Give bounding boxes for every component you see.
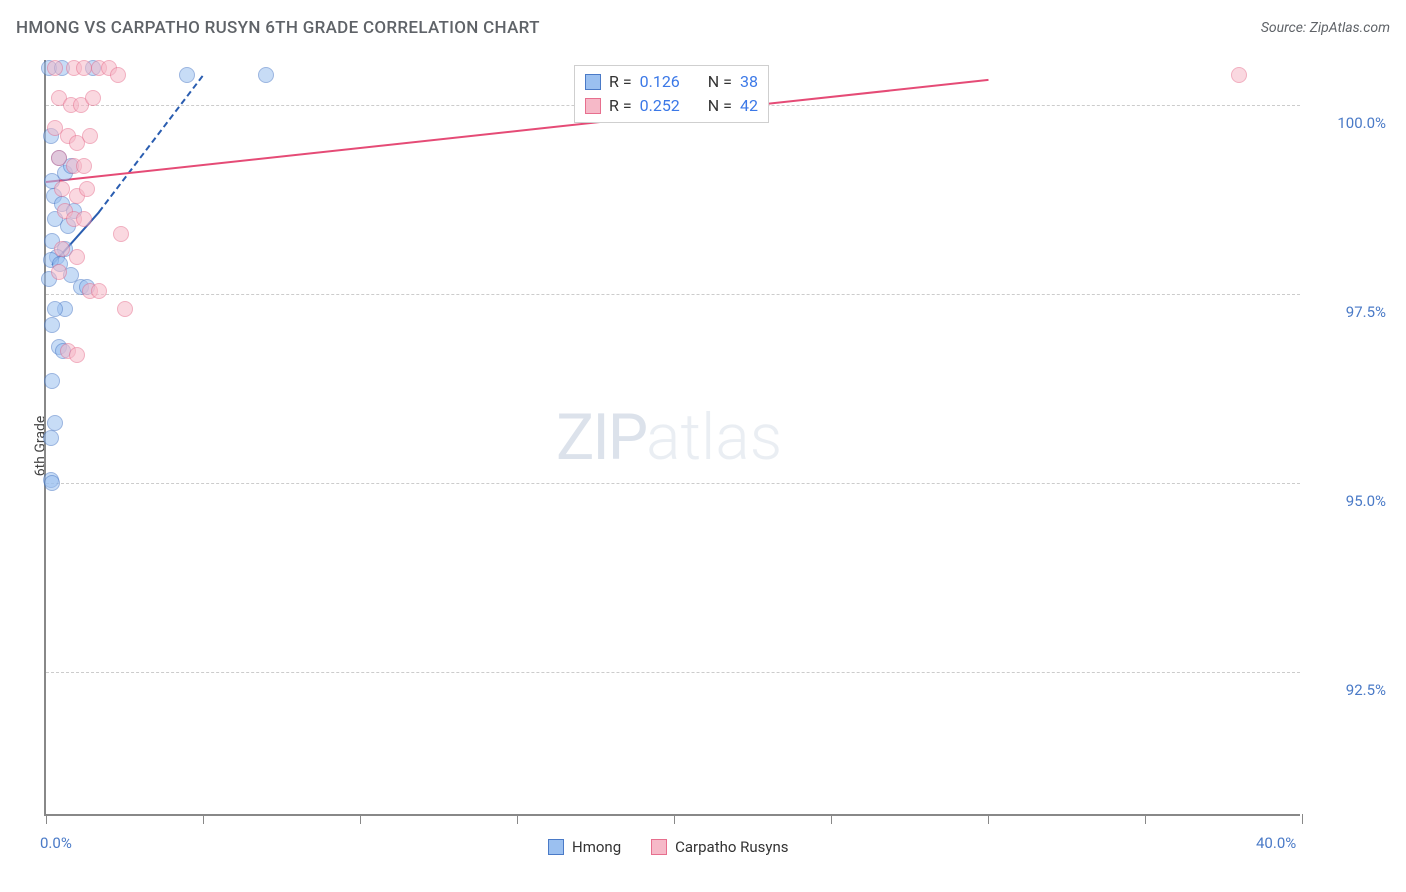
data-point (110, 67, 126, 83)
data-point (91, 283, 107, 299)
x-tick (674, 814, 675, 824)
data-point (113, 226, 129, 242)
stat-r-label: R = (609, 70, 632, 94)
x-tick (360, 814, 361, 824)
gridline-h (46, 483, 1300, 484)
data-point (47, 301, 63, 317)
data-point (51, 264, 67, 280)
stats-box: R = 0.126 N = 38 R = 0.252 N = 42 (574, 65, 769, 123)
chart-title: HMONG VS CARPATHO RUSYN 6TH GRADE CORREL… (16, 18, 540, 38)
plot-area: ZIPatlas 100.0%97.5%95.0%92.5%0.0%40.0%R… (44, 60, 1300, 816)
stat-r-value: 0.126 (640, 70, 680, 94)
x-tick (1302, 814, 1303, 824)
x-tick-label: 0.0% (40, 834, 72, 852)
series-swatch (585, 74, 601, 90)
y-tick-label: 92.5% (1306, 681, 1386, 699)
data-point (85, 90, 101, 106)
gridline-h (46, 294, 1300, 295)
legend-swatch (548, 839, 564, 855)
legend-swatch (651, 839, 667, 855)
stat-n-label: N = (708, 70, 732, 94)
data-point (79, 181, 95, 197)
data-point (44, 475, 60, 491)
data-point (69, 347, 85, 363)
watermark: ZIPatlas (556, 400, 782, 475)
stat-r-value: 0.252 (640, 94, 680, 118)
y-tick-label: 100.0% (1306, 114, 1386, 132)
data-point (54, 241, 70, 257)
data-point (47, 60, 63, 76)
stat-n-value: 42 (740, 94, 758, 118)
trend-line (99, 76, 204, 213)
data-point (82, 128, 98, 144)
x-tick (1145, 814, 1146, 824)
stat-n-label: N = (708, 94, 732, 118)
stat-n-value: 38 (740, 70, 758, 94)
data-point (51, 150, 67, 166)
legend-label: Hmong (572, 838, 621, 856)
stats-row: R = 0.252 N = 42 (585, 94, 758, 118)
legend-item: Hmong (548, 838, 621, 856)
legend-item: Carpatho Rusyns (651, 838, 788, 856)
watermark-zip: ZIP (556, 400, 646, 475)
data-point (179, 67, 195, 83)
x-tick (988, 814, 989, 824)
data-point (54, 181, 70, 197)
gridline-h (46, 672, 1300, 673)
x-tick (203, 814, 204, 824)
data-point (76, 158, 92, 174)
data-point (44, 317, 60, 333)
data-point (76, 60, 92, 76)
x-tick (46, 814, 47, 824)
data-point (258, 67, 274, 83)
legend-label: Carpatho Rusyns (675, 838, 788, 856)
stats-row: R = 0.126 N = 38 (585, 70, 758, 94)
data-point (1231, 67, 1247, 83)
stat-r-label: R = (609, 94, 632, 118)
data-point (76, 211, 92, 227)
data-point (44, 373, 60, 389)
chart-header: HMONG VS CARPATHO RUSYN 6TH GRADE CORREL… (16, 18, 1390, 38)
y-tick-label: 95.0% (1306, 492, 1386, 510)
watermark-atlas: atlas (646, 400, 782, 475)
data-point (47, 415, 63, 431)
y-tick-label: 97.5% (1306, 303, 1386, 321)
series-swatch (585, 98, 601, 114)
data-point (117, 301, 133, 317)
data-point (69, 249, 85, 265)
x-tick (517, 814, 518, 824)
legend: Hmong Carpatho Rusyns (548, 838, 789, 856)
x-tick (831, 814, 832, 824)
data-point (43, 430, 59, 446)
x-tick-label: 40.0% (1256, 834, 1296, 852)
chart-source: Source: ZipAtlas.com (1261, 20, 1390, 36)
